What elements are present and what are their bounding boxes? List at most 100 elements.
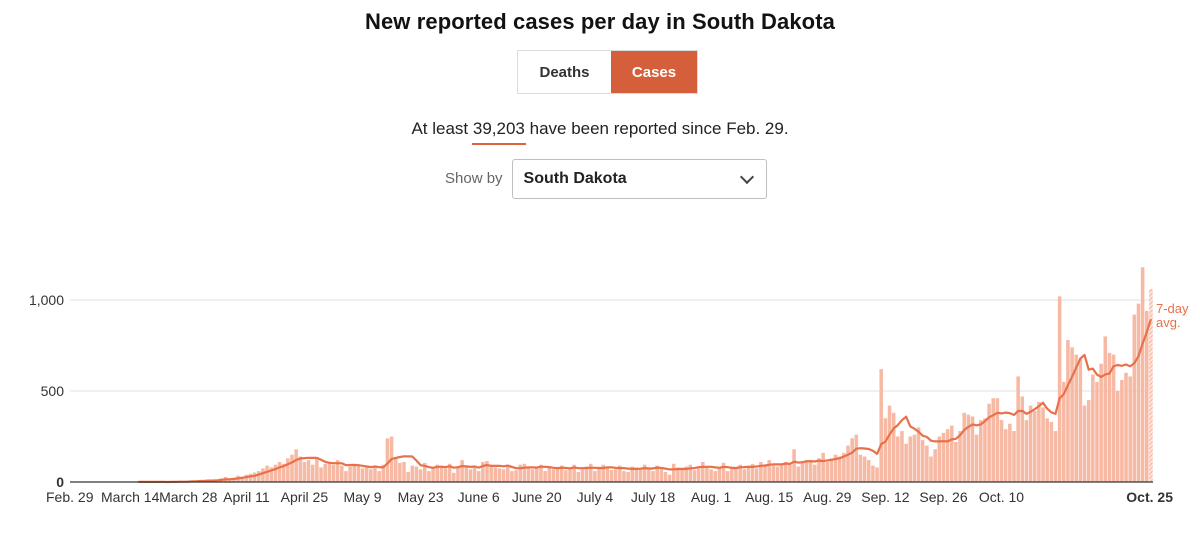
- bar: [331, 464, 336, 482]
- bar: [738, 464, 742, 482]
- x-tick-label: Aug. 15: [745, 489, 793, 505]
- bar: [1016, 376, 1020, 482]
- bar: [273, 464, 278, 482]
- region-select[interactable]: South Dakota: [511, 159, 767, 199]
- bar: [701, 461, 705, 482]
- cases-button[interactable]: Cases: [611, 51, 697, 93]
- bar: [277, 461, 282, 482]
- bar: [1107, 352, 1112, 482]
- bar: [406, 471, 410, 482]
- bar: [286, 458, 290, 482]
- bar: [904, 443, 908, 482]
- y-tick-label: 500: [41, 383, 65, 399]
- bar: [987, 403, 991, 482]
- bar: [298, 456, 303, 482]
- bar: [763, 464, 767, 482]
- bar: [1024, 420, 1029, 482]
- bar: [788, 464, 792, 482]
- bar: [588, 463, 593, 482]
- bar: [315, 458, 319, 482]
- bar: [746, 465, 751, 482]
- bar: [493, 467, 498, 482]
- bar: [1086, 400, 1091, 482]
- bar: [680, 469, 684, 482]
- bar: [269, 467, 274, 482]
- bar: [1028, 405, 1033, 482]
- summary-text: At least 39,203 have been reported since…: [0, 119, 1200, 145]
- bar: [1032, 411, 1037, 482]
- y-axis: 0 500 1,000: [29, 292, 64, 490]
- bar: [925, 445, 929, 482]
- x-tick-label: April 11: [223, 489, 270, 505]
- bar: [518, 464, 522, 482]
- bar: [265, 465, 269, 482]
- gridlines: [70, 299, 1153, 392]
- bar: [618, 465, 622, 482]
- bar: [1095, 381, 1099, 482]
- x-tick-label: June 20: [512, 489, 562, 505]
- avg-label: avg.: [1156, 315, 1181, 330]
- bar: [983, 418, 987, 482]
- bar: [684, 466, 688, 482]
- bar: [808, 461, 813, 482]
- bar: [1078, 358, 1083, 482]
- bar: [227, 479, 232, 482]
- bar: [1136, 303, 1141, 482]
- bar: [879, 369, 883, 482]
- chart-title: New reported cases per day in South Dako…: [364, 9, 835, 34]
- bar: [514, 470, 518, 482]
- bar: [875, 467, 879, 482]
- bar: [613, 469, 618, 482]
- x-tick-label: July 18: [631, 489, 676, 505]
- bar: [871, 465, 875, 482]
- bar: [705, 466, 709, 482]
- bar: [1062, 381, 1066, 482]
- bar: [526, 466, 531, 482]
- bar: [435, 464, 439, 482]
- deaths-button[interactable]: Deaths: [518, 51, 611, 93]
- bar: [891, 412, 896, 482]
- bar: [800, 462, 805, 482]
- bar: [692, 470, 697, 482]
- bar: [817, 458, 821, 482]
- bar: [750, 463, 755, 482]
- bar: [896, 436, 900, 482]
- bar: [1132, 314, 1137, 482]
- x-tick-label: Feb. 29: [46, 489, 94, 505]
- bar: [920, 440, 925, 482]
- x-tick-label: June 6: [458, 489, 500, 505]
- bar: [427, 471, 431, 482]
- bar: [547, 466, 552, 482]
- bar: [966, 414, 971, 482]
- bar: [709, 469, 713, 482]
- bar: [734, 467, 738, 482]
- bar: [995, 398, 1000, 482]
- bar: [489, 464, 493, 482]
- bar: [497, 468, 502, 482]
- x-tick-label: April 25: [281, 489, 329, 505]
- region-select-value: South Dakota: [523, 170, 627, 187]
- bar: [954, 441, 958, 482]
- bar: [1070, 347, 1074, 482]
- bar: [609, 470, 614, 482]
- bar: [887, 405, 892, 482]
- bar: [535, 467, 539, 482]
- bar: [580, 469, 585, 482]
- bar: [999, 420, 1004, 482]
- bar: [257, 471, 261, 482]
- bar: [306, 460, 311, 482]
- bar: [771, 465, 776, 482]
- bar: [792, 449, 796, 482]
- bar: [725, 471, 730, 482]
- bar: [717, 467, 722, 482]
- bar: [464, 466, 469, 482]
- bar: [796, 466, 800, 482]
- bar: [373, 467, 377, 482]
- bar: [688, 464, 693, 482]
- bar: [630, 466, 635, 482]
- bar: [281, 463, 286, 482]
- x-tick-label: March 28: [159, 489, 218, 505]
- bar: [327, 462, 332, 482]
- bar: [1012, 431, 1016, 482]
- x-tick-label: Oct. 10: [979, 489, 1024, 505]
